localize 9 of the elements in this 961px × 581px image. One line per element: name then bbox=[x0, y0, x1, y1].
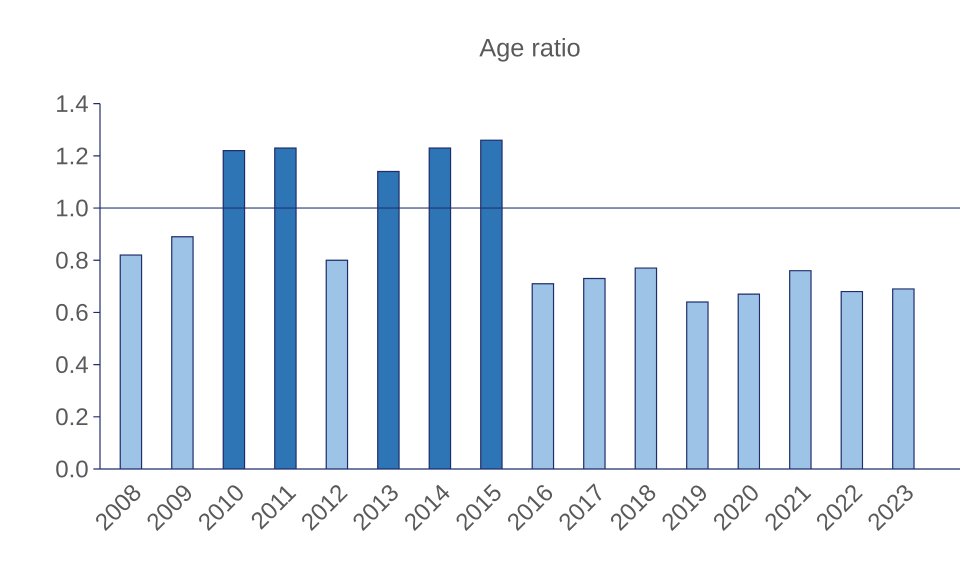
y-tick-label: 0.4 bbox=[56, 356, 88, 374]
chart-title: Age ratio bbox=[479, 38, 580, 62]
y-tick-label: 0.8 bbox=[56, 252, 88, 269]
y-tick-label: 0.6 bbox=[56, 304, 88, 321]
y-tick-label: 0.2 bbox=[56, 408, 88, 426]
y-tick-label: 1.0 bbox=[57, 200, 88, 217]
y-tick-label: 1.4 bbox=[57, 95, 88, 112]
y-tick-label: 0.0 bbox=[56, 460, 88, 478]
y-tick-label: 1.2 bbox=[57, 147, 88, 164]
